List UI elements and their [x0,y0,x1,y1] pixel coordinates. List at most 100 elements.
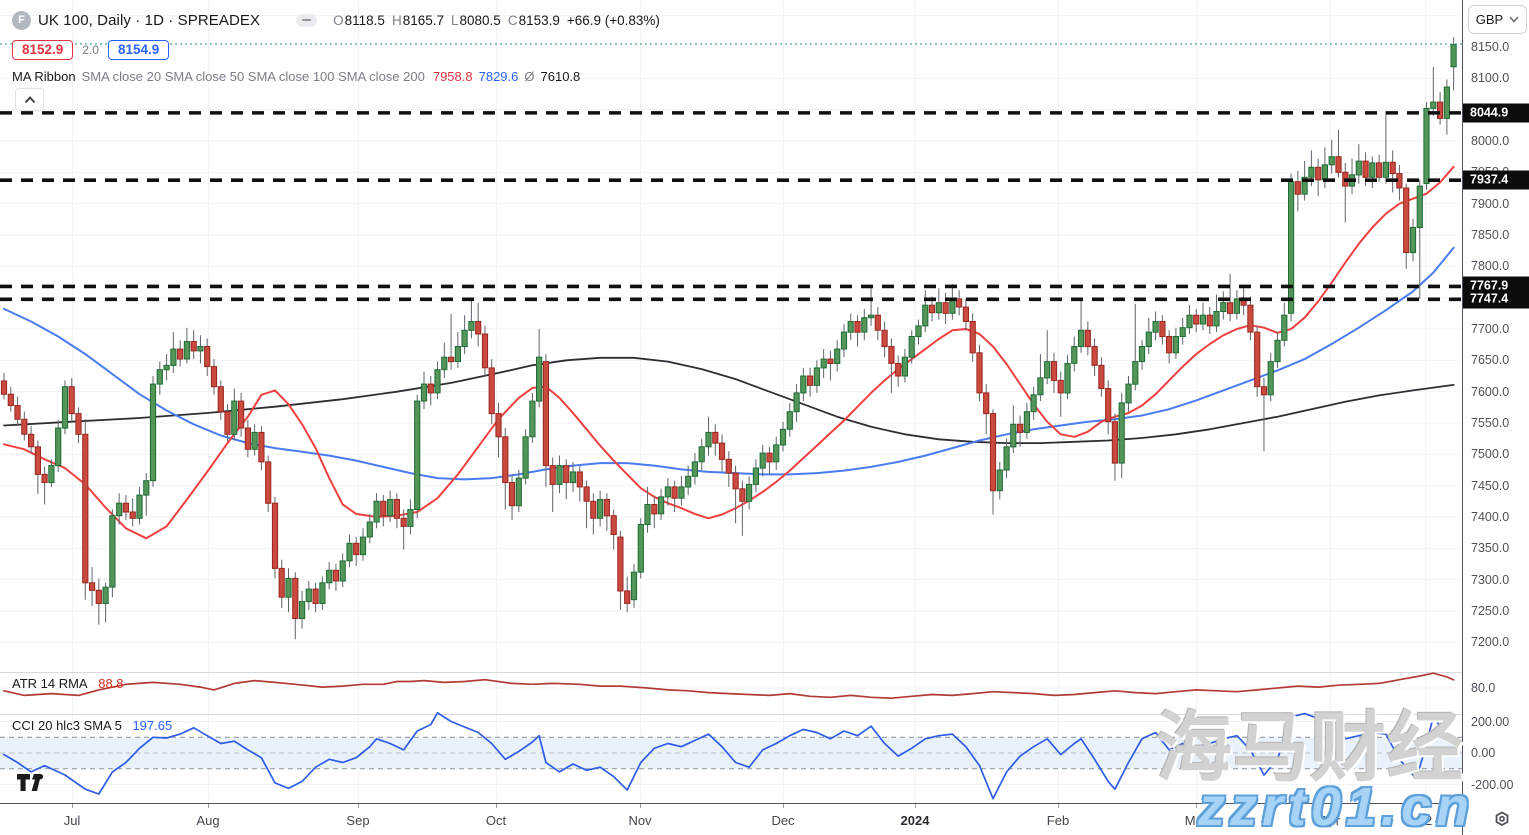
sell-price-button[interactable]: 8152.9 [12,40,74,60]
time-axis[interactable]: Jul Aug Sep Oct Nov Dec 2024 Feb Mar Apr 22 [0,803,1462,835]
candle-up [1152,321,1159,333]
candle-down [603,499,610,517]
candle-up [752,467,759,485]
candle-up [366,521,373,538]
cci-legend[interactable]: CCI 20 hlc3 SMA 5 197.65 [12,718,173,733]
candle-down [989,413,997,492]
candle-up [1172,336,1180,354]
candle-down [712,431,719,444]
candle-up [664,486,671,498]
price-level-label: 7937.4 [1463,170,1529,190]
candle-down [502,436,509,483]
candle-down [610,515,617,536]
candle-up [658,496,665,515]
price-axis[interactable]: GBP 8150.08100.08050.08000.07950.07900.0… [1462,0,1529,835]
chevron-up-icon [24,95,35,103]
price-tick-label: 8150.0 [1471,40,1510,54]
cci-tick-label: 0.00 [1471,746,1496,760]
candle-down [427,383,434,394]
atr-line [3,672,1455,700]
candle-down [827,358,834,365]
time-axis-tick [358,804,359,808]
candle-down [332,569,339,582]
sma20-value: 7958.8 [432,69,473,84]
candle-up [143,480,150,496]
candle-up [1450,44,1457,68]
candle-up [441,356,448,371]
candle-up [55,427,62,467]
candle-up [1220,302,1227,313]
sma50-value: 7829.6 [478,69,519,84]
candle-up [522,436,529,479]
currency-selector-button[interactable]: GBP [1468,5,1527,34]
tradingview-logo[interactable] [16,772,46,798]
time-axis-label: Dec [771,813,795,828]
collapse-legend-button[interactable] [15,88,44,111]
candle-down [1084,329,1091,348]
candle-down [34,446,41,475]
candle-up [1213,311,1220,327]
time-axis-tick [1058,804,1059,808]
candle-up [1321,164,1329,181]
candle-down [210,366,218,388]
candle-up [1288,181,1295,314]
hide-symbol-button[interactable] [296,13,318,27]
candle-down [1294,181,1301,195]
time-axis-label: Feb [1046,813,1070,828]
candle-down [393,499,400,519]
candle-up [868,314,875,319]
candle-up [536,356,543,402]
candle-up [1423,107,1430,185]
atr-value: 88.8 [98,676,124,691]
price-tick-label: 7600.0 [1471,384,1510,399]
candle-up [597,499,604,519]
candle-up [305,588,312,603]
ma-ribbon-legend[interactable]: MA Ribbon SMA close 20 SMA close 50 SMA … [12,69,581,84]
candle-up [773,444,780,463]
time-axis-label: 22 [1417,813,1433,828]
price-tick-label: 7900.0 [1471,196,1510,211]
cci-tick-label: 200.00 [1471,714,1510,729]
candle-down [1050,361,1058,381]
symbol-title[interactable]: UK 100, Daily · 1D · SPREADEX [38,11,261,29]
price-level-label: 7747.4 [1463,289,1529,309]
candle-down [312,588,319,604]
atr-legend[interactable]: ATR 14 RMA 88.8 [12,676,124,691]
atr-tick-label: 80.0 [1471,681,1496,695]
time-axis-label: Jul [63,813,81,828]
buy-price-button[interactable]: 8154.9 [107,40,170,60]
candle-down [1260,386,1268,396]
candle-up [1037,377,1044,396]
candle-down [549,465,556,485]
candle-up [813,367,820,386]
candle-down [75,413,82,435]
price-tick-label: 7300.0 [1471,572,1510,587]
candle-down [928,304,936,314]
candle-up [434,369,441,394]
candle-down [976,352,983,394]
candle-up [908,336,915,358]
time-axis-settings-gear-icon[interactable] [1492,809,1512,834]
price-chart-canvas[interactable] [0,0,1462,835]
candle-down [854,321,861,333]
candle-down [874,314,881,331]
candle-up [861,317,868,333]
candle-up [116,502,123,517]
candle-up [820,358,827,369]
candle-up [461,329,468,348]
candle-up [569,471,577,484]
candle-up [163,364,170,371]
candle-down [807,375,814,386]
price-tick-label: 7650.0 [1471,353,1510,368]
time-axis-label: Aug [196,813,220,828]
candle-down [1315,166,1322,181]
candle-up [1118,402,1125,464]
candle-down [475,321,482,335]
candle-up [800,375,807,394]
time-axis-label: Sep [346,813,370,828]
spread-value: 2.0 [82,43,99,57]
candle-down [671,486,678,499]
candle-down [1335,156,1342,173]
candle-down [21,418,28,435]
candle-up [1328,156,1335,166]
